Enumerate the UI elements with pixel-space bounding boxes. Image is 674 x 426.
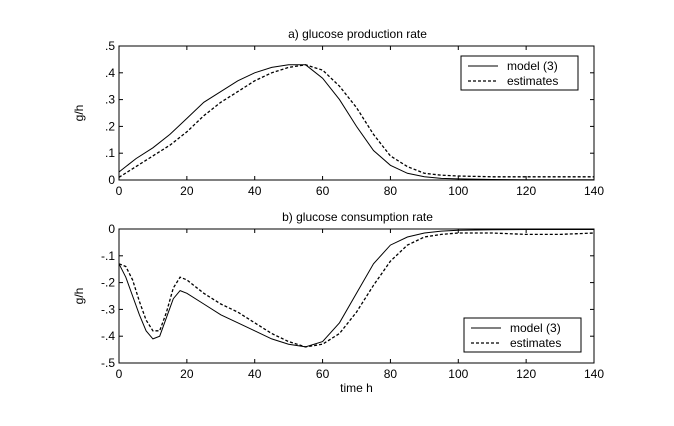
legend-label: model (3)	[510, 321, 561, 335]
x-tick-label: 40	[248, 184, 262, 198]
y-tick-label: .3	[105, 93, 115, 107]
legend-box	[460, 55, 579, 91]
legend-label: estimates	[507, 74, 558, 88]
x-tick-label: 140	[584, 367, 604, 381]
x-tick-label: 100	[448, 184, 468, 198]
x-tick-label: 120	[516, 184, 536, 198]
legend-label: estimates	[510, 336, 561, 350]
x-tick-label: 20	[180, 367, 194, 381]
legend-label: model (3)	[507, 59, 558, 73]
x-tick-label: 120	[516, 367, 536, 381]
x-tick-label: 80	[384, 367, 398, 381]
series-line-estimates	[118, 232, 595, 348]
y-tick-label: .5	[105, 39, 115, 53]
plot-title: a) glucose production rate	[288, 27, 427, 41]
x-tick-label: 0	[116, 184, 123, 198]
y-tick-label: -.5	[101, 356, 115, 370]
panel-consumption-rate: 0 20 40 60 80 100 120 140 0 -.1 -.2 -.3 -.4 -.5 b) glu…	[72, 210, 604, 395]
y-tick-label: .4	[105, 66, 115, 80]
series-line-model	[118, 64, 594, 181]
x-tick-label: 60	[316, 367, 330, 381]
y-tick-label: -.4	[101, 329, 115, 343]
y-tick-label: -.3	[101, 302, 115, 316]
y-tick-label: -.2	[101, 276, 115, 290]
x-tick-label: 140	[584, 184, 604, 198]
y-tick-label: .2	[105, 119, 115, 133]
panel-production-rate: 0 20 40 60 80 100 120 140 0 .1 .2 .3 .4 .5 a) glucose …	[72, 27, 604, 198]
y-tick-label: 0	[108, 173, 115, 187]
y-axis-label: g/h	[72, 288, 86, 305]
x-tick-label: 0	[116, 367, 123, 381]
x-tick-label: 40	[248, 367, 262, 381]
series-line-model	[118, 229, 594, 348]
series-line-estimates	[118, 64, 594, 178]
y-axis-label: g/h	[72, 105, 86, 122]
x-axis-label: time h	[340, 381, 373, 395]
x-tick-label: 100	[448, 367, 468, 381]
plot-title: b) glucose consumption rate	[282, 210, 433, 224]
y-tick-label: -.1	[101, 249, 115, 263]
legend-box	[463, 317, 582, 353]
y-tick-label: .1	[105, 146, 115, 160]
x-tick-label: 80	[384, 184, 398, 198]
y-tick-label: 0	[108, 222, 115, 236]
x-tick-label: 60	[316, 184, 330, 198]
x-tick-label: 20	[180, 184, 194, 198]
